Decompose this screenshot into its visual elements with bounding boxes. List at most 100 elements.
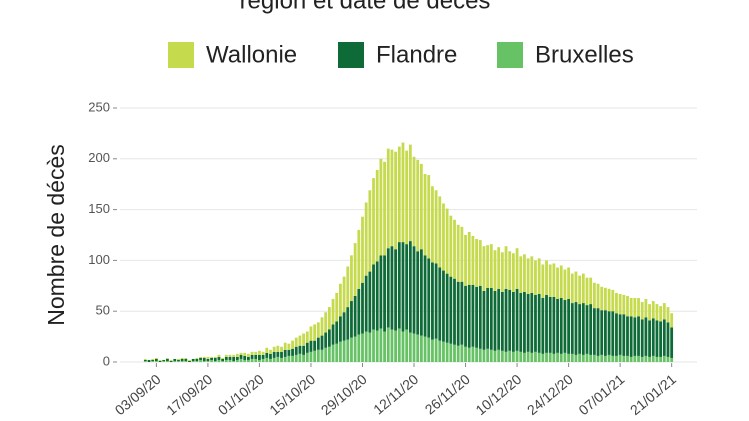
y-tick-label: 0 bbox=[103, 353, 110, 368]
bar-segment bbox=[379, 255, 383, 329]
bar-segment bbox=[239, 354, 243, 359]
bar-segment bbox=[180, 357, 184, 359]
bar-segment bbox=[276, 356, 280, 362]
bar-segment bbox=[508, 289, 512, 351]
bar-segment bbox=[313, 340, 317, 351]
bar-segment bbox=[467, 231, 471, 285]
bar-segment bbox=[670, 327, 674, 358]
bar-segment bbox=[589, 354, 593, 362]
bar-segment bbox=[294, 354, 298, 362]
x-tick-label: 03/09/20 bbox=[112, 371, 164, 418]
bar-segment bbox=[666, 356, 670, 362]
bar-segment bbox=[515, 350, 519, 362]
bar-segment bbox=[232, 360, 236, 362]
bar-segment bbox=[177, 359, 180, 361]
bar-segment bbox=[578, 353, 582, 362]
bar-segment bbox=[434, 190, 438, 264]
bar-segment bbox=[250, 351, 254, 355]
bar-segment bbox=[615, 313, 618, 356]
bar-segment bbox=[644, 317, 648, 356]
bar-segment bbox=[662, 319, 666, 356]
bar-segment bbox=[302, 333, 306, 346]
bar-segment bbox=[228, 359, 232, 362]
bar-segment bbox=[235, 353, 239, 357]
bar-segment bbox=[250, 354, 254, 359]
bar-segment bbox=[298, 345, 302, 354]
bar-segment bbox=[438, 267, 442, 341]
bar-segment bbox=[648, 304, 651, 321]
bar-segment bbox=[651, 355, 655, 362]
bar-segment bbox=[666, 307, 670, 323]
bar-segment bbox=[559, 353, 563, 362]
bar-segment bbox=[206, 358, 210, 361]
bar-segment bbox=[379, 328, 383, 362]
bar-segment bbox=[493, 250, 497, 291]
bar-segment bbox=[497, 288, 501, 350]
bar-segment bbox=[184, 357, 188, 359]
bar-segment bbox=[151, 358, 155, 360]
bar-segment bbox=[416, 251, 420, 335]
bar-segment bbox=[511, 351, 515, 362]
bar-segment bbox=[390, 149, 394, 247]
bar-segment bbox=[511, 253, 515, 292]
bar-segment bbox=[449, 343, 453, 362]
bar-segment bbox=[217, 356, 221, 360]
bar-segment bbox=[519, 351, 523, 362]
bar-segment bbox=[534, 351, 537, 362]
bar-segment bbox=[585, 353, 589, 362]
bar-segment bbox=[401, 331, 405, 362]
bar-segment bbox=[287, 343, 291, 350]
legend-label: Flandre bbox=[376, 41, 457, 68]
bar-segment bbox=[327, 346, 331, 362]
bar-segment bbox=[313, 324, 317, 341]
bar-segment bbox=[353, 243, 357, 296]
bar-segment bbox=[489, 349, 493, 362]
bar-segment bbox=[633, 297, 637, 318]
y-axis-label: Nombre de décès bbox=[43, 144, 69, 326]
bar-segment bbox=[662, 355, 666, 362]
bar-segment bbox=[511, 291, 515, 352]
bar-segment bbox=[397, 242, 401, 329]
bar-segment bbox=[173, 358, 177, 361]
bar-segment bbox=[530, 352, 534, 362]
bar-segment bbox=[592, 308, 596, 355]
bar-segment bbox=[629, 356, 633, 362]
bar-segment bbox=[618, 314, 622, 355]
bar-segment bbox=[578, 275, 582, 305]
bar-segment bbox=[640, 319, 644, 357]
bar-segment bbox=[324, 312, 328, 333]
bar-segment bbox=[607, 354, 611, 362]
bar-segment bbox=[648, 320, 651, 357]
bar-segment bbox=[574, 271, 578, 303]
bar-segment bbox=[173, 360, 177, 362]
bar-segment bbox=[202, 356, 206, 358]
bar-segment bbox=[596, 308, 600, 356]
x-tick-label: 10/12/20 bbox=[472, 371, 524, 418]
bar-segment bbox=[184, 360, 188, 362]
bar-segment bbox=[221, 358, 225, 361]
bar-segment bbox=[298, 353, 302, 362]
bar-segment bbox=[375, 169, 379, 262]
bar-segment bbox=[228, 354, 232, 357]
bar-segment bbox=[445, 208, 449, 274]
bar-segment bbox=[541, 353, 545, 362]
bar-segment bbox=[246, 353, 250, 357]
bar-segment bbox=[232, 354, 236, 357]
bar-segment bbox=[269, 358, 272, 362]
x-tick-label: 15/10/20 bbox=[266, 371, 318, 418]
bar-segment bbox=[637, 316, 640, 356]
bar-segment bbox=[419, 335, 423, 362]
bar-segment bbox=[523, 254, 526, 292]
bar-segment bbox=[283, 356, 287, 362]
bar-segment bbox=[626, 355, 629, 362]
bar-segment bbox=[464, 346, 467, 362]
bar-segment bbox=[633, 317, 637, 356]
bar-segment bbox=[574, 302, 578, 355]
bar-segment bbox=[504, 351, 508, 362]
bar-segment bbox=[199, 359, 202, 362]
bar-segment bbox=[250, 358, 254, 362]
bar-segment bbox=[346, 339, 350, 362]
bar-segment bbox=[419, 163, 423, 250]
bar-segment bbox=[637, 355, 640, 362]
bar-segment bbox=[427, 175, 431, 259]
